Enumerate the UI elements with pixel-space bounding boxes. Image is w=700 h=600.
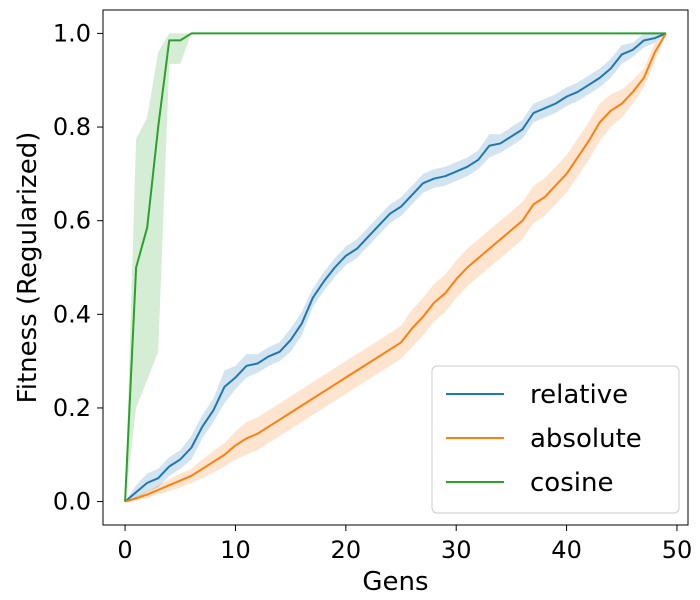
x-tick-label: 30 [441, 536, 472, 564]
y-tick-label: 0.8 [53, 113, 91, 141]
y-axis-ticks: 0.0 0.2 0.4 0.6 0.8 1.0 [53, 19, 103, 516]
line-cosine [124, 32, 666, 502]
x-tick-label: 40 [551, 536, 582, 564]
x-tick-label: 50 [662, 536, 693, 564]
x-tick-label: 0 [117, 536, 132, 564]
y-tick-label: 0.2 [53, 394, 91, 422]
x-tick-label: 10 [220, 536, 251, 564]
legend: relative absolute cosine [431, 365, 680, 514]
y-tick-label: 0.0 [53, 488, 91, 516]
line-relative [124, 32, 667, 503]
line-absolute [124, 32, 667, 503]
band-relative [125, 33, 666, 502]
x-tick-label: 20 [331, 536, 362, 564]
legend-label-cosine: cosine [530, 468, 613, 498]
confidence-bands [125, 33, 666, 502]
x-axis-label: Gens [362, 567, 428, 597]
y-tick-label: 1.0 [53, 19, 91, 47]
x-axis-ticks: 0 10 20 30 40 50 [117, 525, 692, 564]
legend-label-relative: relative [530, 380, 628, 410]
y-tick-label: 0.4 [53, 300, 91, 328]
plot-frame [102, 9, 689, 526]
y-tick-label: 0.6 [53, 207, 91, 235]
y-axis-label: Fitness (Regularized) [13, 132, 43, 404]
series-lines [124, 32, 667, 503]
legend-label-absolute: absolute [530, 424, 642, 454]
legend-box [431, 365, 680, 514]
